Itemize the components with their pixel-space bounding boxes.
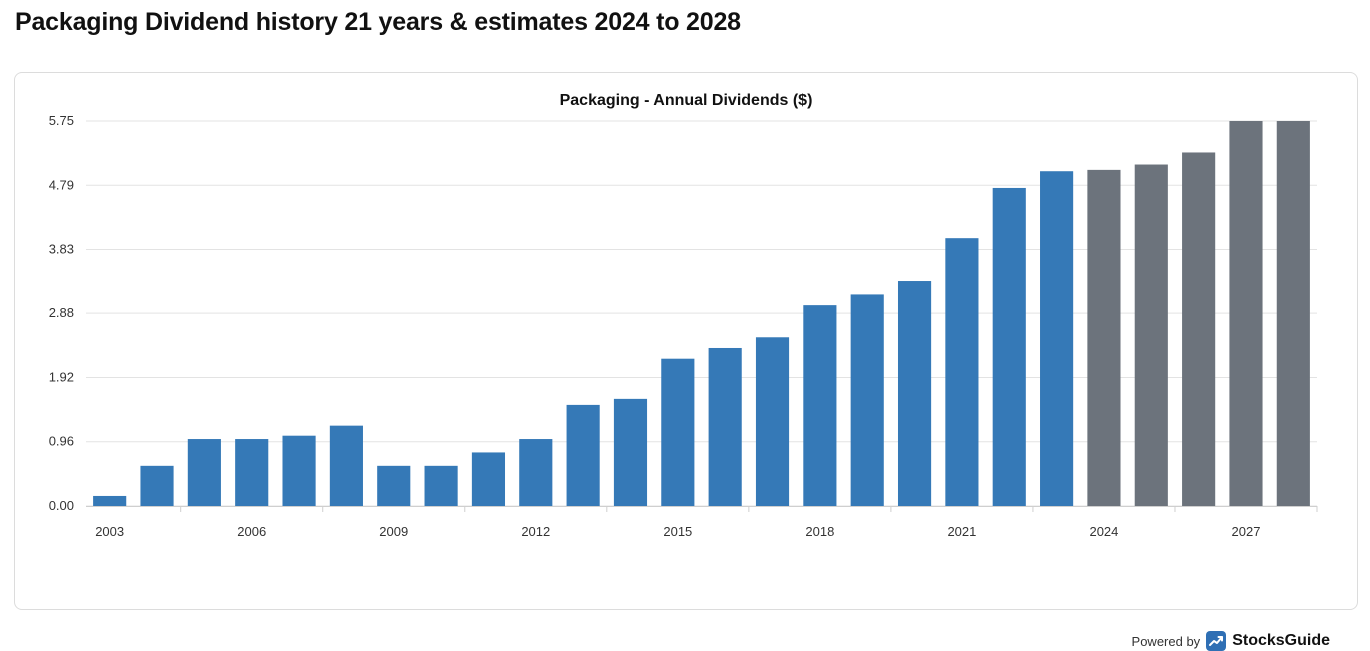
- chart-card: Packaging - Annual Dividends ($) 0.00 0.9…: [14, 72, 1358, 651]
- x-tick-label: 2003: [95, 524, 124, 539]
- powered-by-text: Powered by: [1131, 633, 1201, 649]
- y-tick-label: 1.92: [49, 369, 74, 384]
- x-axis-ticks: 2003 2006 2009 2012 2015 2018 2021 2024 2027: [95, 524, 1260, 539]
- bar-estimate-2024[interactable]: [1087, 169, 1121, 506]
- x-tick-label: 2021: [947, 524, 976, 539]
- bar-2015[interactable]: [661, 358, 695, 506]
- bar-2012[interactable]: [519, 439, 553, 506]
- bar-2006[interactable]: [235, 439, 269, 506]
- x-tick-label: 2027: [1232, 524, 1261, 539]
- bar-2017[interactable]: [755, 337, 790, 506]
- bar-2020[interactable]: [897, 281, 932, 506]
- y-tick-label: 3.83: [49, 242, 74, 257]
- bar-estimate-2026[interactable]: [1182, 152, 1216, 506]
- trend-up-icon: [1206, 631, 1227, 651]
- y-tick-label: 0.00: [49, 498, 74, 513]
- bar-2013[interactable]: [566, 404, 600, 506]
- grid-lines: [86, 120, 1317, 507]
- x-tick-label: 2018: [805, 524, 834, 539]
- chart-title: Packaging - Annual Dividends ($): [560, 92, 813, 109]
- bar-2005[interactable]: [187, 439, 221, 506]
- bar-2018[interactable]: [803, 305, 837, 506]
- powered-by[interactable]: Powered by StocksGuide: [1132, 631, 1330, 651]
- y-tick-label: 4.79: [49, 177, 74, 192]
- bar-2010[interactable]: [424, 465, 458, 506]
- dividend-bar-chart: Packaging - Annual Dividends ($) 0.00 0.9…: [49, 92, 1318, 539]
- bar-2019[interactable]: [850, 294, 884, 506]
- bar-2021[interactable]: [945, 238, 979, 506]
- y-tick-label: 5.75: [49, 113, 74, 128]
- bar-2007[interactable]: [282, 435, 316, 506]
- page-title: Packaging Dividend history 21 years & es…: [15, 8, 741, 36]
- x-tick-label: 2015: [663, 524, 692, 539]
- x-tick-label: 2009: [379, 524, 408, 539]
- x-tick-label: 2024: [1089, 524, 1118, 539]
- bar-2009[interactable]: [377, 465, 411, 506]
- bars: [93, 121, 1310, 506]
- brand-name: StocksGuide: [1232, 632, 1330, 649]
- x-axis: [86, 506, 1318, 512]
- bar-2003[interactable]: [93, 495, 127, 506]
- bar-2022[interactable]: [992, 187, 1026, 506]
- bar-2016[interactable]: [708, 347, 742, 506]
- x-tick-label: 2012: [521, 524, 550, 539]
- bar-estimate-2025[interactable]: [1134, 164, 1168, 506]
- bar-2004[interactable]: [140, 465, 174, 506]
- bar-2014[interactable]: [613, 398, 648, 506]
- y-tick-label: 0.96: [49, 434, 74, 449]
- y-axis-ticks: 0.00 0.96 1.92 2.88 3.83 4.79 5.75: [49, 113, 74, 513]
- bar-estimate-2027[interactable]: [1229, 121, 1263, 506]
- bar-2023[interactable]: [1040, 171, 1074, 506]
- bar-2011[interactable]: [471, 452, 506, 506]
- x-tick-label: 2006: [237, 524, 266, 539]
- y-tick-label: 2.88: [49, 305, 74, 320]
- bar-estimate-2028[interactable]: [1276, 121, 1310, 506]
- bar-2008[interactable]: [329, 425, 363, 506]
